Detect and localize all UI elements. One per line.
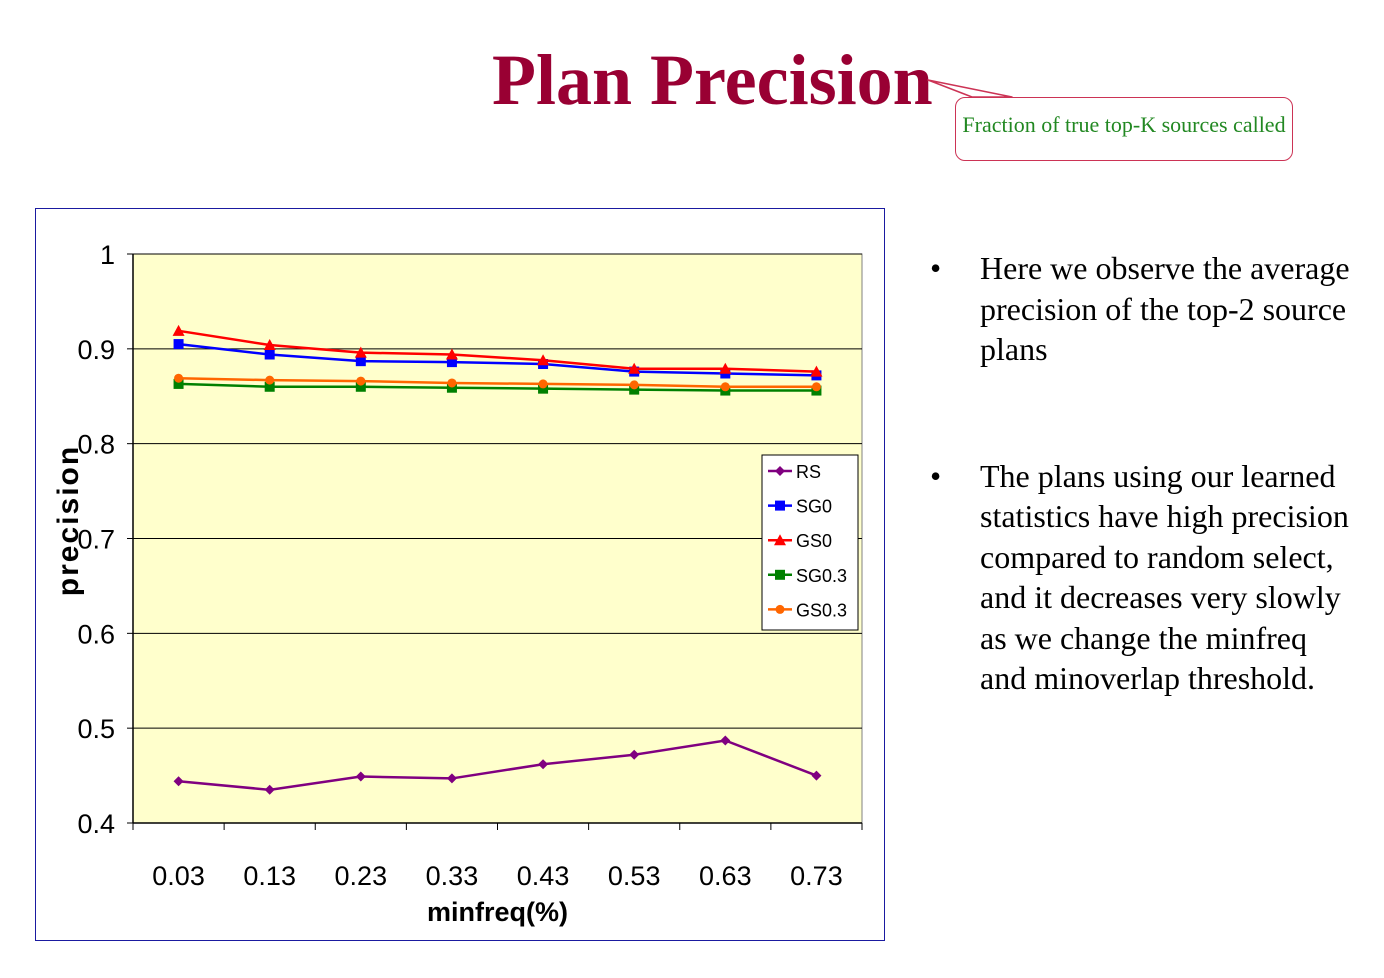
data-point-rs — [538, 759, 549, 770]
data-point-rs — [811, 770, 822, 781]
data-point-gs0-3 — [811, 382, 821, 392]
bullet-text: The plans using our learned statistics h… — [980, 457, 1349, 697]
data-point-sg0-3 — [264, 381, 275, 392]
y-tick-label: 0.5 — [77, 714, 115, 744]
data-point-sg0 — [264, 349, 275, 360]
data-point-gs0-3 — [720, 382, 730, 392]
data-point-rs — [720, 735, 731, 746]
data-point-sg0 — [446, 357, 457, 368]
data-point-rs — [264, 784, 275, 795]
legend-marker-sg0 — [775, 500, 785, 511]
x-tick-label: 0.53 — [608, 861, 661, 891]
y-tick-label: 0.9 — [77, 335, 115, 365]
legend-label: GS0.3 — [796, 600, 847, 620]
data-point-sg0-3 — [629, 384, 640, 395]
data-point-gs0-3 — [265, 375, 275, 385]
bullet-list: • Here we observe the average precision … — [930, 248, 1360, 699]
bullet-marker: • — [930, 250, 942, 286]
legend-label: RS — [796, 462, 821, 482]
bullet-text: Here we observe the average precision of… — [980, 250, 1350, 367]
data-point-sg0 — [173, 339, 184, 350]
legend-marker-gs0-3 — [775, 604, 785, 614]
data-point-sg0-3 — [355, 381, 366, 392]
callout-box: Fraction of true top-K sources called — [955, 97, 1293, 161]
data-point-gs0-3 — [356, 376, 366, 386]
series-line-sg0-3 — [178, 382, 817, 392]
data-point-rs — [629, 749, 640, 760]
data-point-gs0 — [263, 339, 276, 351]
series-line-rs — [178, 739, 817, 792]
y-tick-label: 1 — [100, 240, 115, 270]
legend-label: SG0.3 — [796, 566, 847, 586]
data-point-gs0 — [445, 348, 458, 360]
data-point-sg0 — [355, 356, 366, 367]
y-tick-label: 0.4 — [77, 809, 115, 839]
data-point-rs — [446, 773, 457, 784]
data-point-sg0-3 — [446, 382, 457, 393]
series-line-sg0 — [178, 342, 817, 377]
bullet-marker: • — [930, 457, 942, 494]
legend-label: SG0 — [796, 497, 832, 517]
x-tick-label: 0.63 — [699, 861, 752, 891]
callout-text: Fraction of true top-K sources called — [962, 112, 1286, 137]
legend-marker-gs0 — [774, 534, 786, 546]
legend-marker-sg0-3 — [775, 569, 785, 580]
data-point-gs0-3 — [629, 380, 639, 390]
y-axis-title: precision — [52, 445, 85, 596]
x-tick-label: 0.23 — [335, 861, 388, 891]
precision-line-chart: 0.4 0.5 0.6 0.7 0.8 0.9 1 0.03 0.13 0.23 0.33 0.43 0… — [52, 240, 863, 927]
x-axis-title: minfreq(%) — [427, 897, 568, 927]
data-point-rs — [355, 771, 366, 782]
data-point-gs0 — [810, 365, 823, 377]
x-tick-label: 0.13 — [243, 861, 296, 891]
series-line-gs0-3 — [178, 376, 817, 389]
data-point-gs0 — [354, 346, 367, 358]
legend-label: GS0 — [796, 531, 832, 551]
series-line-gs0 — [178, 329, 817, 373]
data-point-sg0-3 — [173, 378, 184, 389]
chart-frame: 0.4 0.5 0.6 0.7 0.8 0.9 1 0.03 0.13 0.23 0.33 0.43 0… — [35, 208, 885, 941]
slide-title: Plan Precision — [492, 40, 933, 120]
data-point-gs0-3 — [447, 378, 457, 388]
x-tick-label: 0.73 — [790, 861, 843, 891]
y-tick-label: 0.6 — [77, 619, 115, 649]
bullet-item-observation: • Here we observe the average precision … — [930, 248, 1360, 370]
x-tick-label: 0.43 — [517, 861, 570, 891]
legend-marker-rs — [775, 466, 785, 476]
data-point-gs0-3 — [174, 373, 184, 383]
y-tick-label: 0.8 — [77, 430, 115, 460]
legend-box — [761, 454, 859, 631]
x-tick-label: 0.33 — [426, 861, 479, 891]
data-point-gs0-3 — [538, 379, 548, 389]
x-tick-label: 0.03 — [152, 861, 205, 891]
data-point-sg0-3 — [538, 383, 549, 394]
data-point-gs0 — [537, 354, 550, 366]
data-point-rs — [173, 776, 184, 787]
bullet-item-conclusion: • The plans using our learned statistics… — [930, 456, 1360, 699]
data-point-gs0 — [172, 324, 185, 336]
data-point-gs0 — [628, 362, 641, 374]
data-point-gs0 — [719, 362, 732, 374]
y-tick-label: 0.7 — [77, 525, 115, 555]
